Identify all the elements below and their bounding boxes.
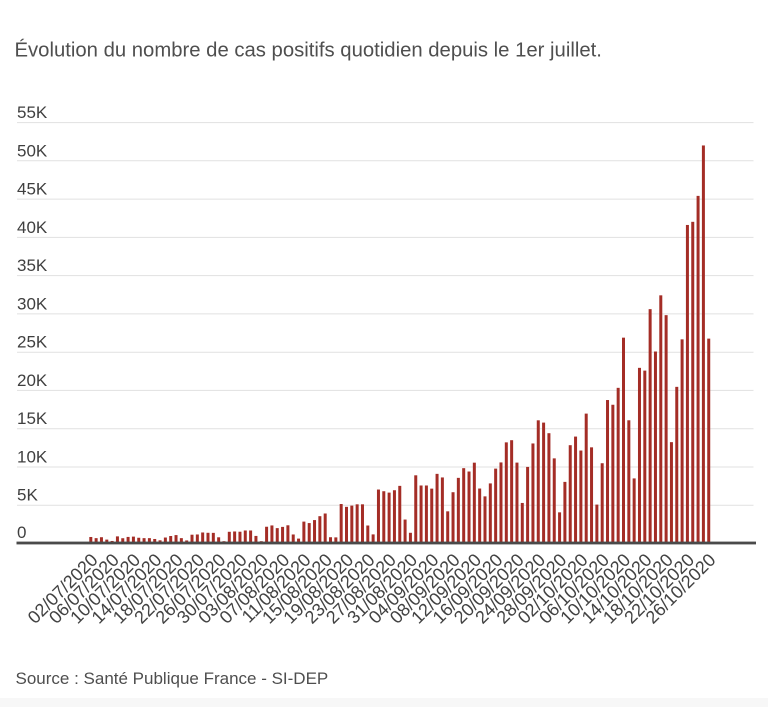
svg-text:30K: 30K bbox=[17, 294, 48, 313]
svg-text:50K: 50K bbox=[17, 141, 48, 160]
svg-text:0: 0 bbox=[17, 523, 26, 542]
svg-text:Évolution du nombre de cas pos: Évolution du nombre de cas positifs quot… bbox=[15, 38, 602, 61]
svg-text:Source : Santé Publique France: Source : Santé Publique France - SI-DEP bbox=[16, 669, 329, 688]
svg-text:5K: 5K bbox=[17, 486, 38, 505]
svg-text:35K: 35K bbox=[17, 256, 48, 275]
svg-text:25K: 25K bbox=[17, 333, 48, 352]
svg-text:20K: 20K bbox=[17, 371, 48, 390]
svg-text:45K: 45K bbox=[17, 180, 48, 199]
svg-text:40K: 40K bbox=[17, 218, 48, 237]
svg-text:15K: 15K bbox=[17, 409, 48, 428]
svg-text:55K: 55K bbox=[17, 103, 48, 122]
svg-text:10K: 10K bbox=[17, 448, 48, 467]
